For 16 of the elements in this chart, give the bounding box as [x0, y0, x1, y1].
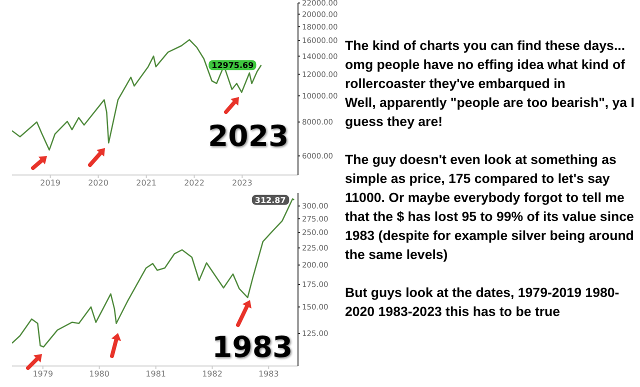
x-tick-label: 1981: [146, 370, 166, 379]
x-tick-label: 1982: [202, 370, 222, 379]
x-tick-label: 1979: [32, 370, 54, 379]
annotation: 312.87: [254, 196, 286, 205]
x-tick-label: 2023: [232, 178, 252, 188]
text: The guy doesn't even look at something as simple as price, 175 compared to let's say 11000. Or maybe everybody forgot to tell me that the $ has lost 95 to 99% of its value since 1983 (despite for example silver being around the same levels): [345, 151, 635, 264]
x-tick-label: 2020: [88, 178, 108, 188]
text: The kind of charts you can find these days... omg people have no effing idea what kind of rollercoaster they've embarqued in Well, apparently "people are too bearish", ya I guess they are!: [345, 37, 636, 131]
x-tick-label: 2021: [136, 178, 157, 188]
annotation: 12975.69: [212, 61, 254, 70]
annotation: 2023: [208, 119, 289, 153]
x-tick-label: 1980: [89, 370, 110, 379]
x-tick-label: 2019: [40, 178, 61, 188]
text: But guys look at the dates, 1979-2019 1980-2020 1983-2023 this has to be true: [345, 284, 620, 321]
x-tick-label: 1983: [258, 370, 279, 379]
x-tick-label: 2022: [184, 178, 204, 188]
